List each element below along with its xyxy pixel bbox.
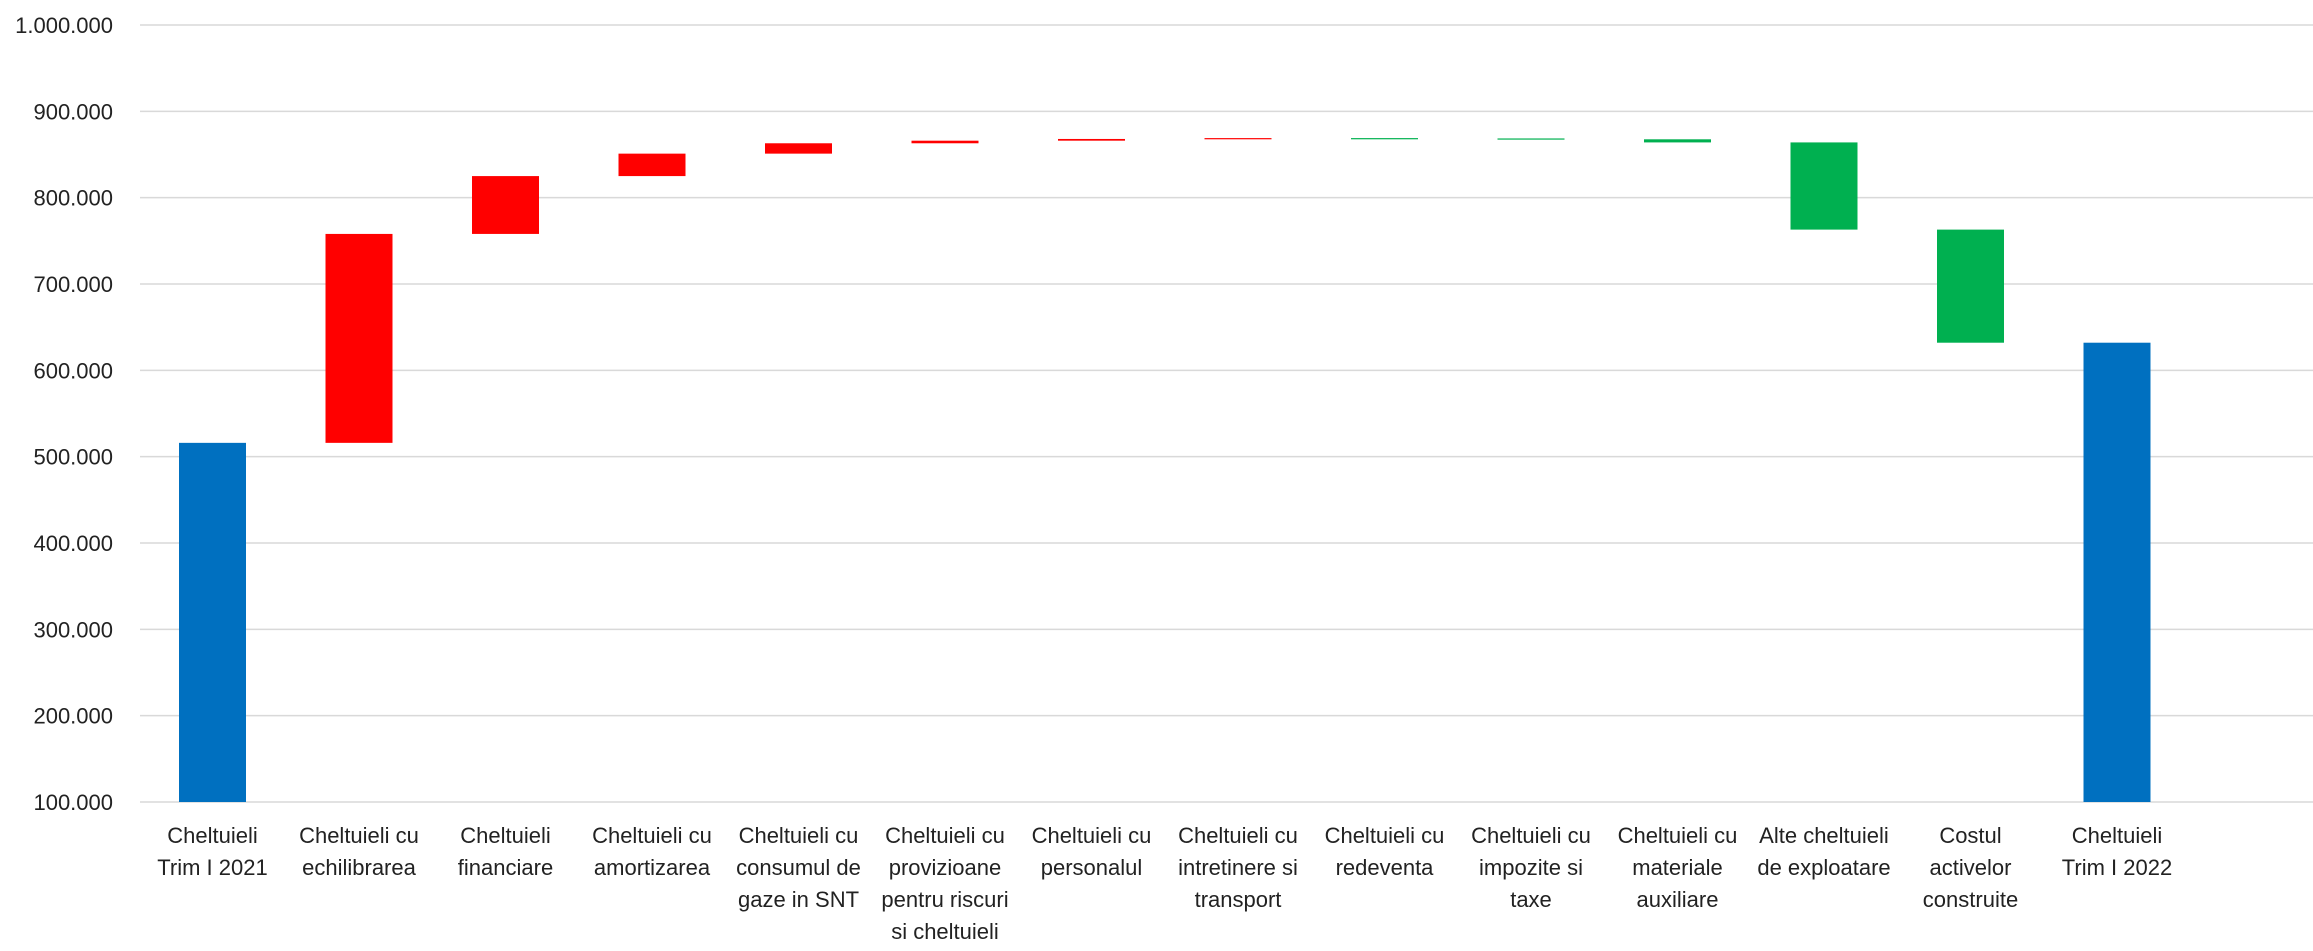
x-tick-label-line: amortizarea [594, 855, 711, 880]
x-tick-label: Cheltuieli cu redeventa [1325, 823, 1445, 880]
y-tick-label: 400.000 [33, 531, 113, 556]
y-tick-label: 700.000 [33, 272, 113, 297]
x-tick-label-line: materiale [1632, 855, 1722, 880]
x-tick-label-line: Cheltuieli [167, 823, 258, 848]
x-tick-label-line: redeventa [1336, 855, 1435, 880]
x-tick-label-line: financiare [458, 855, 553, 880]
bar-increase [472, 176, 539, 234]
y-tick-label: 200.000 [33, 704, 113, 729]
x-tick-label-line: Alte cheltuieli [1759, 823, 1889, 848]
x-tick-label-line: Cheltuieli cu [1032, 823, 1152, 848]
x-tick-label-line: Trim I 2021 [157, 855, 267, 880]
x-tick-label-line: Costul [1939, 823, 2001, 848]
x-tick-label: Cheltuieli cu consumul de gaze in SNT [736, 823, 861, 912]
x-tick-label: Costul activelor construite [1923, 823, 2018, 912]
bars [179, 138, 2151, 802]
x-tick-label-line: intretinere si [1178, 855, 1298, 880]
bar-increase [765, 143, 832, 154]
x-tick-label-line: Trim I 2022 [2062, 855, 2172, 880]
x-tick-label: Cheltuieli cu personalul [1032, 823, 1152, 880]
bar-decrease [1790, 142, 1858, 230]
bar-decrease [1497, 138, 1565, 140]
x-tick-label: Cheltuieli cu provizioane pentru riscuri si… [881, 823, 1008, 944]
x-tick-label-line: transport [1195, 887, 1282, 912]
y-axis-tick-labels: 100.000 200.000 300.000 400.000 500.000 600.0… [15, 13, 113, 815]
x-tick-label: Cheltuieli Trim I 2022 [2062, 823, 2172, 880]
bar-increase [618, 153, 686, 177]
bar-decrease [1644, 139, 1711, 143]
x-tick-label-line: gaze in SNT [738, 887, 859, 912]
x-tick-label: Alte cheltuieli de exploatare [1757, 823, 1890, 880]
x-tick-label-line: consumul de [736, 855, 861, 880]
bar-increase [325, 233, 393, 443]
bar-increase [1204, 138, 1272, 140]
x-tick-label-line: Cheltuieli cu [1178, 823, 1298, 848]
x-tick-label-line: activelor [1930, 855, 2012, 880]
x-tick-label-line: impozite si [1479, 855, 1583, 880]
y-tick-label: 1.000.000 [15, 13, 113, 38]
x-tick-label: Cheltuieli cu materiale auxiliare [1618, 823, 1738, 912]
x-tick-label-line: pentru riscuri [881, 887, 1008, 912]
y-tick-label: 600.000 [33, 358, 113, 383]
x-tick-label-line: Cheltuieli cu [739, 823, 859, 848]
x-tick-label-line: provizioane [889, 855, 1002, 880]
x-axis-category-labels: Cheltuieli Trim I 2021 Cheltuieli cu echili… [157, 823, 2172, 944]
x-tick-label: Cheltuieli Trim I 2021 [157, 823, 267, 880]
x-tick-label-line: taxe [1510, 887, 1552, 912]
x-tick-label-line: Cheltuieli [2072, 823, 2163, 848]
x-tick-label: Cheltuieli cu impozite si taxe [1471, 823, 1591, 912]
x-tick-label-line: Cheltuieli cu [885, 823, 1005, 848]
bar-increase [911, 140, 979, 144]
x-tick-label-line: de exploatare [1757, 855, 1890, 880]
x-tick-label-line: Cheltuieli cu [1325, 823, 1445, 848]
x-tick-label: Cheltuieli cu amortizarea [592, 823, 712, 880]
x-tick-label-line: Cheltuieli cu [1618, 823, 1738, 848]
grid-lines [140, 24, 2313, 803]
x-tick-label-line: echilibrarea [302, 855, 416, 880]
x-tick-label-line: personalul [1041, 855, 1143, 880]
y-tick-label: 800.000 [33, 186, 113, 211]
x-tick-label-line: Cheltuieli cu [592, 823, 712, 848]
x-tick-label-line: construite [1923, 887, 2018, 912]
y-tick-label: 100.000 [33, 790, 113, 815]
x-tick-label-line: Cheltuieli cu [299, 823, 419, 848]
x-tick-label: Cheltuieli cu echilibrarea [299, 823, 419, 880]
x-tick-label-line: Cheltuieli cu [1471, 823, 1591, 848]
x-tick-label-line: si cheltuieli [891, 919, 999, 944]
bar-total [2083, 342, 2151, 802]
y-tick-label: 500.000 [33, 445, 113, 470]
x-tick-label-line: auxiliare [1637, 887, 1719, 912]
x-tick-label: Cheltuieli financiare [458, 823, 553, 880]
y-tick-label: 300.000 [33, 617, 113, 642]
x-tick-label-line: Cheltuieli [460, 823, 551, 848]
bar-decrease [1351, 138, 1418, 140]
bar-increase [1058, 138, 1125, 141]
y-tick-label: 900.000 [33, 99, 113, 124]
x-tick-label: Cheltuieli cu intretinere si transport [1178, 823, 1298, 912]
bar-decrease [1937, 229, 2004, 343]
bar-total [179, 442, 246, 802]
